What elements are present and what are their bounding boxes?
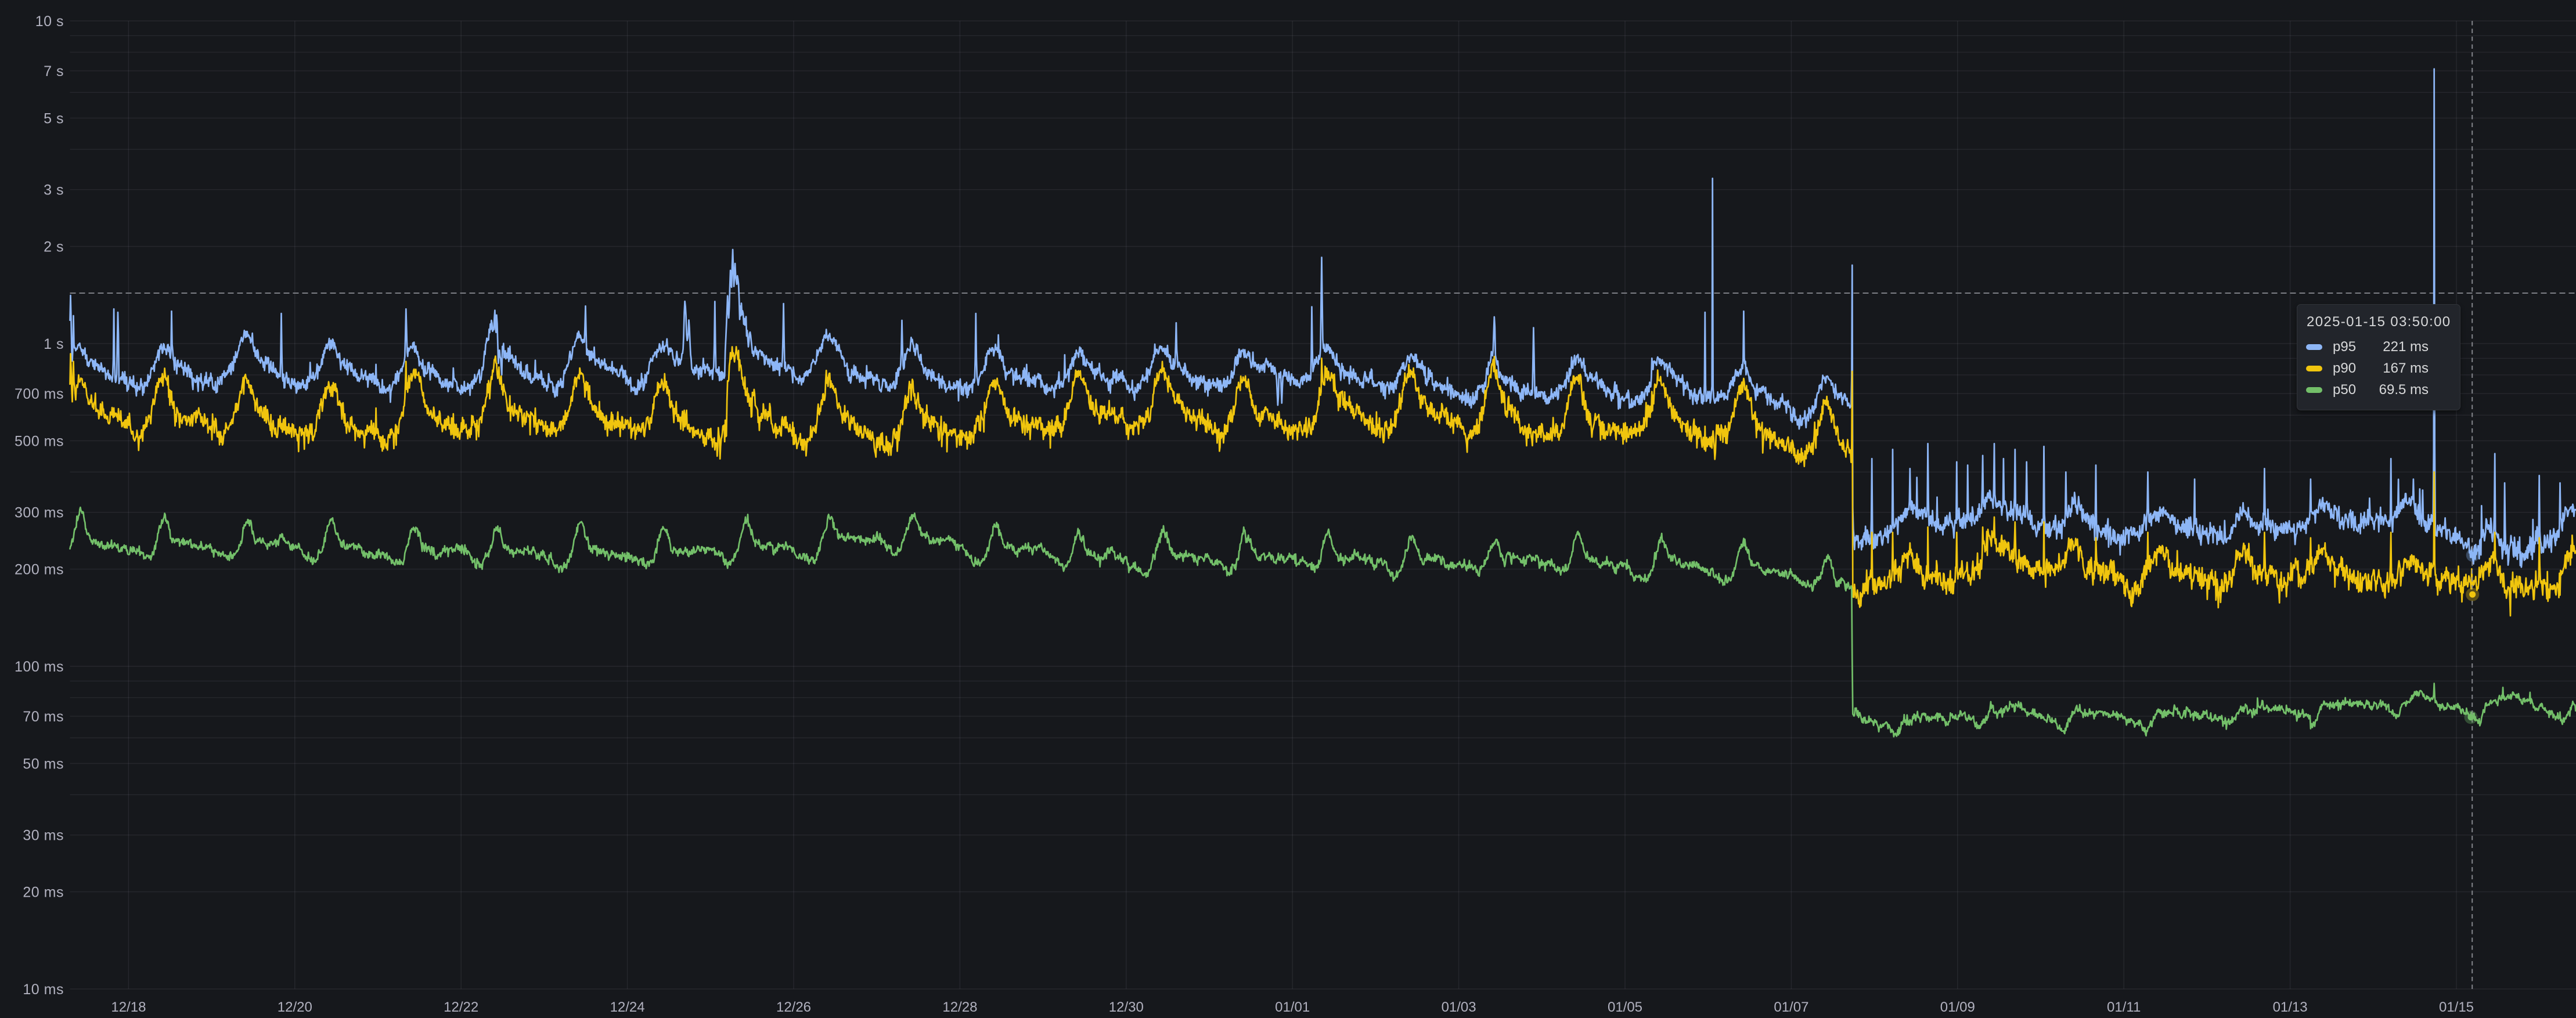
svg-text:300 ms: 300 ms <box>15 505 64 521</box>
svg-text:5 s: 5 s <box>44 110 64 127</box>
svg-text:70 ms: 70 ms <box>23 709 64 725</box>
svg-text:01/13: 01/13 <box>2273 999 2308 1015</box>
svg-text:01/11: 01/11 <box>2107 999 2141 1015</box>
svg-text:12/30: 12/30 <box>1109 999 1144 1015</box>
svg-text:01/05: 01/05 <box>1608 999 1642 1015</box>
svg-text:700 ms: 700 ms <box>15 386 64 402</box>
svg-text:20 ms: 20 ms <box>23 885 64 901</box>
svg-text:01/09: 01/09 <box>1940 999 1975 1015</box>
svg-text:2 s: 2 s <box>44 239 64 255</box>
svg-text:50 ms: 50 ms <box>23 756 64 772</box>
svg-text:01/15: 01/15 <box>2439 999 2474 1015</box>
svg-text:12/24: 12/24 <box>610 999 645 1015</box>
svg-text:01/01: 01/01 <box>1275 999 1310 1015</box>
svg-text:10 s: 10 s <box>35 13 64 30</box>
svg-text:500 ms: 500 ms <box>15 433 64 449</box>
svg-text:10 ms: 10 ms <box>23 981 64 998</box>
svg-text:7 s: 7 s <box>44 63 64 80</box>
svg-text:12/18: 12/18 <box>111 999 146 1015</box>
svg-text:200 ms: 200 ms <box>15 562 64 578</box>
svg-text:12/20: 12/20 <box>278 999 312 1015</box>
svg-text:12/22: 12/22 <box>444 999 478 1015</box>
svg-text:01/03: 01/03 <box>1442 999 1476 1015</box>
svg-text:01/07: 01/07 <box>1774 999 1808 1015</box>
svg-text:12/28: 12/28 <box>942 999 977 1015</box>
svg-text:30 ms: 30 ms <box>23 828 64 844</box>
svg-text:1 s: 1 s <box>44 336 64 352</box>
svg-text:12/26: 12/26 <box>776 999 811 1015</box>
svg-text:3 s: 3 s <box>44 182 64 198</box>
svg-text:100 ms: 100 ms <box>15 659 64 675</box>
